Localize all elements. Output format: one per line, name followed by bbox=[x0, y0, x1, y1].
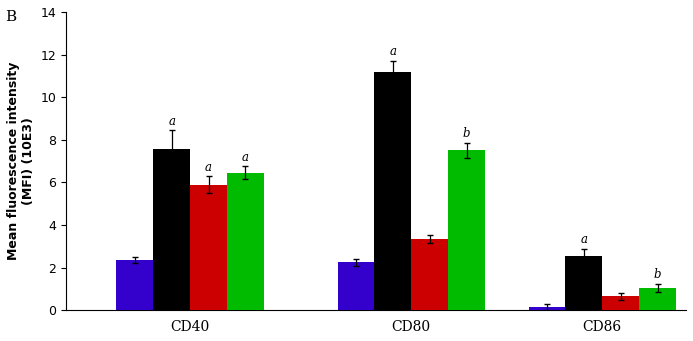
Bar bbox=[337, 262, 374, 310]
Text: a: a bbox=[580, 233, 588, 246]
Bar bbox=[565, 256, 602, 310]
Bar bbox=[227, 173, 264, 310]
Bar bbox=[374, 72, 411, 310]
Text: a: a bbox=[242, 151, 249, 164]
Bar bbox=[602, 296, 639, 310]
Bar bbox=[529, 307, 565, 310]
Bar bbox=[153, 149, 190, 310]
Text: a: a bbox=[168, 115, 175, 128]
Text: b: b bbox=[653, 268, 661, 281]
Bar bbox=[411, 239, 448, 310]
Y-axis label: Mean fluorescence intensity
(MFI) (10E3): Mean fluorescence intensity (MFI) (10E3) bbox=[7, 62, 35, 260]
Text: b: b bbox=[463, 128, 471, 140]
Text: a: a bbox=[389, 45, 396, 58]
Bar bbox=[448, 150, 485, 310]
Text: B: B bbox=[6, 10, 17, 24]
Bar bbox=[190, 184, 227, 310]
Bar bbox=[116, 260, 153, 310]
Text: a: a bbox=[205, 161, 212, 174]
Bar bbox=[639, 288, 676, 310]
